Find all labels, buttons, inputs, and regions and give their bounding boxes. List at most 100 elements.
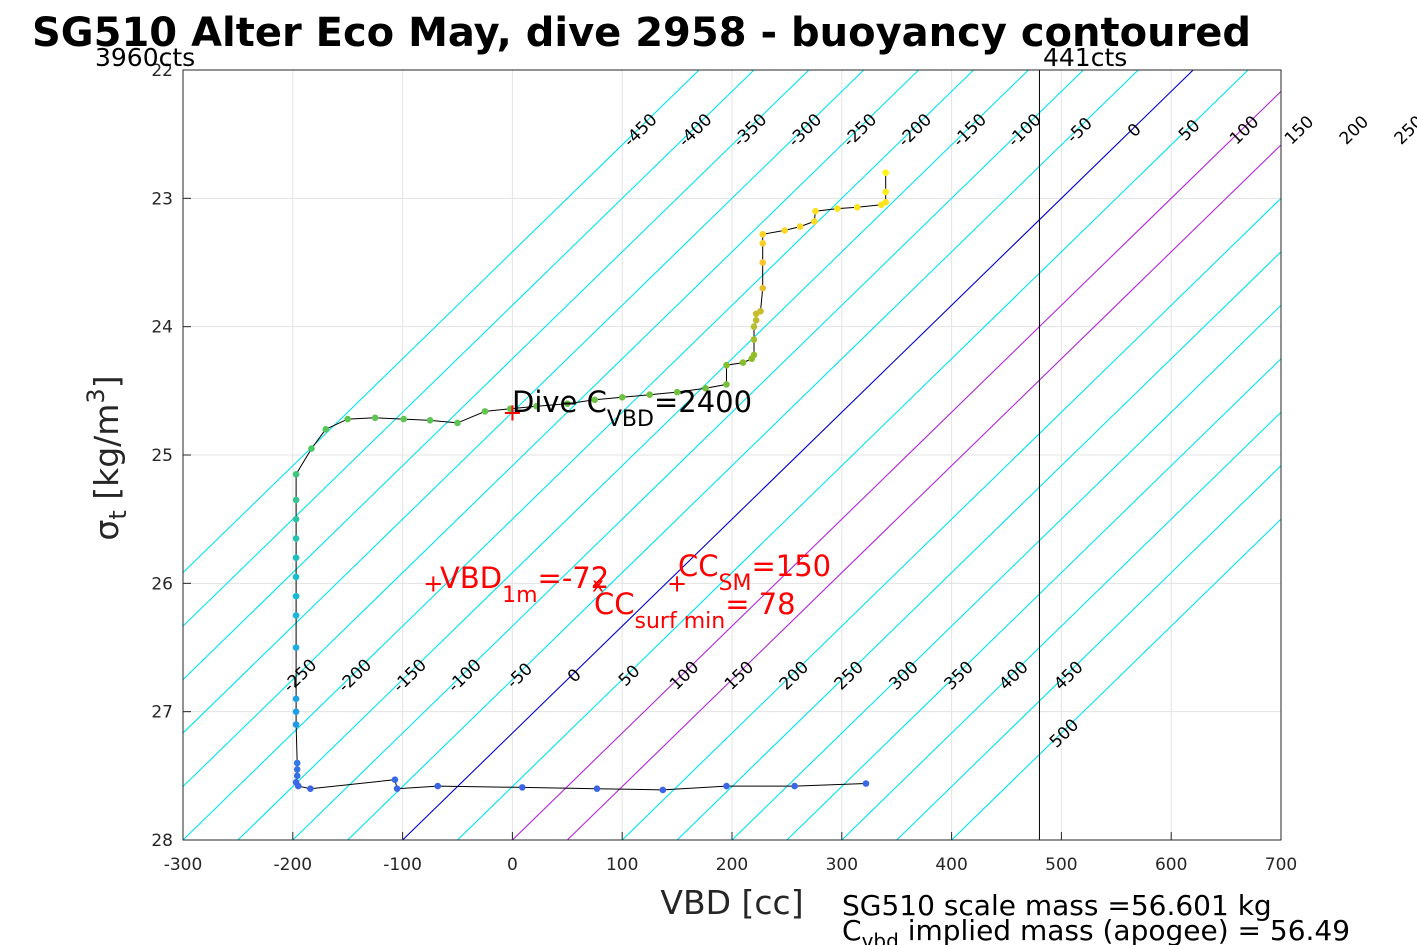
profile-point — [750, 323, 758, 330]
profile-point — [533, 402, 540, 410]
profile-point — [853, 204, 861, 211]
profile-point — [308, 445, 315, 452]
contour-line — [292, 70, 1084, 840]
profile-point — [518, 784, 526, 791]
profile-point — [454, 419, 461, 427]
markers: + + + x — [423, 399, 687, 598]
dive-profile — [292, 169, 890, 794]
profile-point — [752, 310, 760, 318]
profile-point — [292, 721, 300, 728]
y-tick-label: 24 — [151, 318, 173, 338]
annotation-cc-surf-sub: surf min — [635, 609, 726, 634]
profile-point — [882, 188, 890, 196]
profile-point — [292, 535, 300, 542]
profile-point — [391, 776, 399, 783]
y-tick-label: 28 — [151, 831, 173, 851]
chart-title: SG510 Alter Eco May, dive 2958 - buoyanc… — [32, 10, 1251, 56]
contour-line — [841, 411, 1281, 840]
profile-point — [748, 355, 756, 363]
profile-point — [292, 708, 300, 715]
x-tick-label: 600 — [1155, 855, 1187, 875]
footer-implied-tail: implied mass (apogee) = 56.49 — [899, 914, 1350, 945]
contour-line — [457, 70, 1249, 840]
x-tick-label: 200 — [716, 855, 748, 875]
marker: + — [667, 569, 687, 597]
profile-point — [564, 400, 571, 407]
profile-point — [292, 515, 300, 523]
y-tick-label: 26 — [151, 574, 173, 594]
profile-point — [434, 782, 442, 790]
profile-point — [292, 470, 300, 478]
profile-point — [759, 259, 767, 266]
marker: x — [592, 572, 604, 596]
profile-point — [673, 388, 681, 396]
annotation-cc-surf-main: CC — [594, 587, 635, 621]
contour-line — [183, 70, 810, 681]
profile-point — [292, 695, 300, 703]
contour-line — [896, 464, 1281, 840]
annotation-vbd-1m-tail: =-72 — [538, 561, 610, 595]
profile-point — [293, 772, 301, 780]
profile-point — [723, 381, 730, 388]
profile-point — [791, 782, 798, 790]
annotation-cc-sm-tail: =150 — [751, 549, 831, 583]
annotation-dive-cvbd-tail: =2400 — [654, 385, 752, 419]
contour-label: 200 — [1336, 112, 1373, 149]
contour-line — [183, 70, 974, 840]
y-tick-label: 22 — [151, 61, 173, 81]
profile-point — [292, 612, 300, 619]
y-label-sup: 3 — [82, 388, 110, 403]
profile-point — [750, 336, 758, 343]
y-axis-ticks: 22 23 24 25 26 27 28 — [151, 61, 191, 851]
contour-line — [786, 357, 1281, 840]
x-tick-label: 300 — [826, 855, 858, 875]
profile-point — [371, 414, 379, 422]
marker: + — [423, 569, 443, 597]
profile-point — [723, 782, 730, 790]
y-tick-label: 23 — [151, 189, 173, 209]
contour-line — [566, 144, 1281, 840]
x-tick-label: 400 — [935, 855, 967, 875]
contour-label: 250 — [1391, 112, 1417, 149]
profile-point — [344, 415, 352, 423]
annotation-cc-sm-main: CC — [678, 549, 719, 583]
annotation-dive-cvbd-sub: VBD — [607, 407, 654, 432]
y-label-sigma: σ — [87, 520, 126, 541]
footer-implied-main: C — [842, 914, 862, 945]
x-tick-label: -100 — [383, 855, 422, 875]
profile-point — [307, 785, 314, 792]
profile-point — [293, 759, 301, 767]
profile-point — [702, 384, 709, 392]
y-label-units: [kg/m — [87, 404, 126, 511]
profile-point — [796, 223, 804, 230]
annotation-dive-cvbd-main: Dive C — [512, 385, 607, 419]
annotation-cc-surf: CCsurf min= 78 — [594, 587, 796, 634]
y-label-close: ] — [87, 375, 126, 388]
annotation-cc-surf-tail: = 78 — [725, 587, 795, 621]
profile-point — [646, 391, 653, 398]
x-tick-label: -300 — [164, 855, 203, 875]
contour-line — [402, 70, 1194, 840]
buoyancy-contours — [183, 70, 1281, 840]
x-tick-label: 100 — [606, 855, 638, 875]
profile-point — [292, 592, 300, 600]
annotation-cc-sm-sub: SM — [719, 571, 752, 596]
corner-label-left: 3960cts — [95, 43, 195, 72]
y-tick-label: 27 — [151, 703, 173, 723]
profile-point — [322, 426, 330, 433]
profile-point — [834, 205, 841, 212]
annotation-vbd-1m-sub: 1m — [502, 583, 537, 608]
profile-point — [878, 201, 885, 209]
profile-point — [811, 218, 818, 225]
profile-point — [739, 359, 747, 366]
x-tick-label: 700 — [1265, 855, 1297, 875]
contour-line — [347, 70, 1139, 840]
profile-point — [618, 393, 626, 401]
contour-line — [183, 70, 920, 788]
annotation-vbd-1m-main: VBD — [440, 561, 502, 595]
annotation-cc-sm: CCSM=150 — [678, 549, 831, 596]
profile-point — [759, 230, 767, 238]
profile-point — [481, 408, 489, 415]
profile-point — [400, 415, 407, 423]
